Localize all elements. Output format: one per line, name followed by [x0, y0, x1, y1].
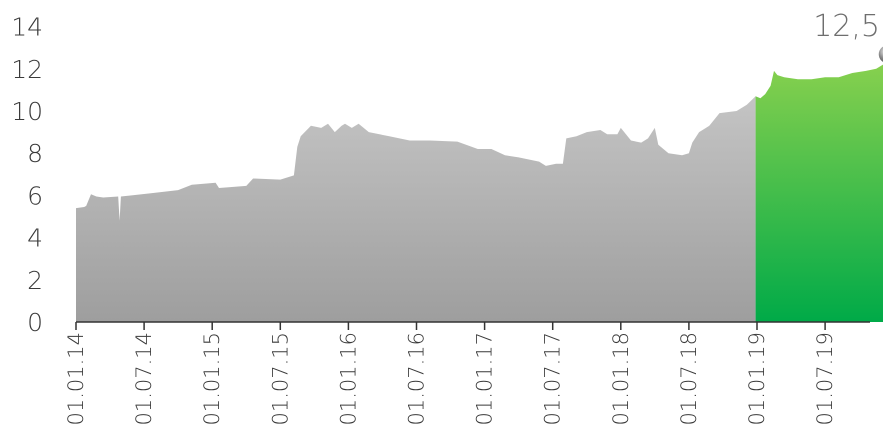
x-tick-label: 01.01.14: [64, 332, 88, 426]
x-tick-label: 01.07.18: [677, 332, 701, 426]
y-tick-label: 10: [11, 97, 43, 126]
history-area: [76, 96, 756, 322]
x-tick-label: 01.07.15: [268, 332, 292, 426]
x-tick-label: 01.01.19: [745, 332, 769, 426]
x-tick-label: 01.07.17: [541, 332, 565, 426]
y-tick-label: 6: [27, 181, 43, 210]
y-tick-label: 4: [27, 224, 43, 253]
current-area: [755, 64, 883, 322]
x-tick-label: 01.01.16: [336, 332, 360, 426]
x-tick-label: 01.07.19: [813, 332, 837, 426]
x-tick-label: 01.01.15: [200, 332, 224, 426]
y-tick-label: 12: [11, 55, 43, 84]
x-tick-label: 01.01.17: [473, 332, 497, 426]
y-tick-label: 2: [27, 266, 43, 295]
x-tick-label: 01.07.16: [405, 332, 429, 426]
end-point-marker: [878, 46, 883, 62]
x-tick-label: 01.01.18: [609, 332, 633, 426]
y-tick-label: 14: [11, 13, 43, 42]
y-tick-label: 0: [27, 308, 43, 337]
end-value-label: 12,5: [813, 9, 880, 44]
x-tick-label: 01.07.14: [132, 332, 156, 426]
y-tick-label: 8: [27, 139, 43, 168]
